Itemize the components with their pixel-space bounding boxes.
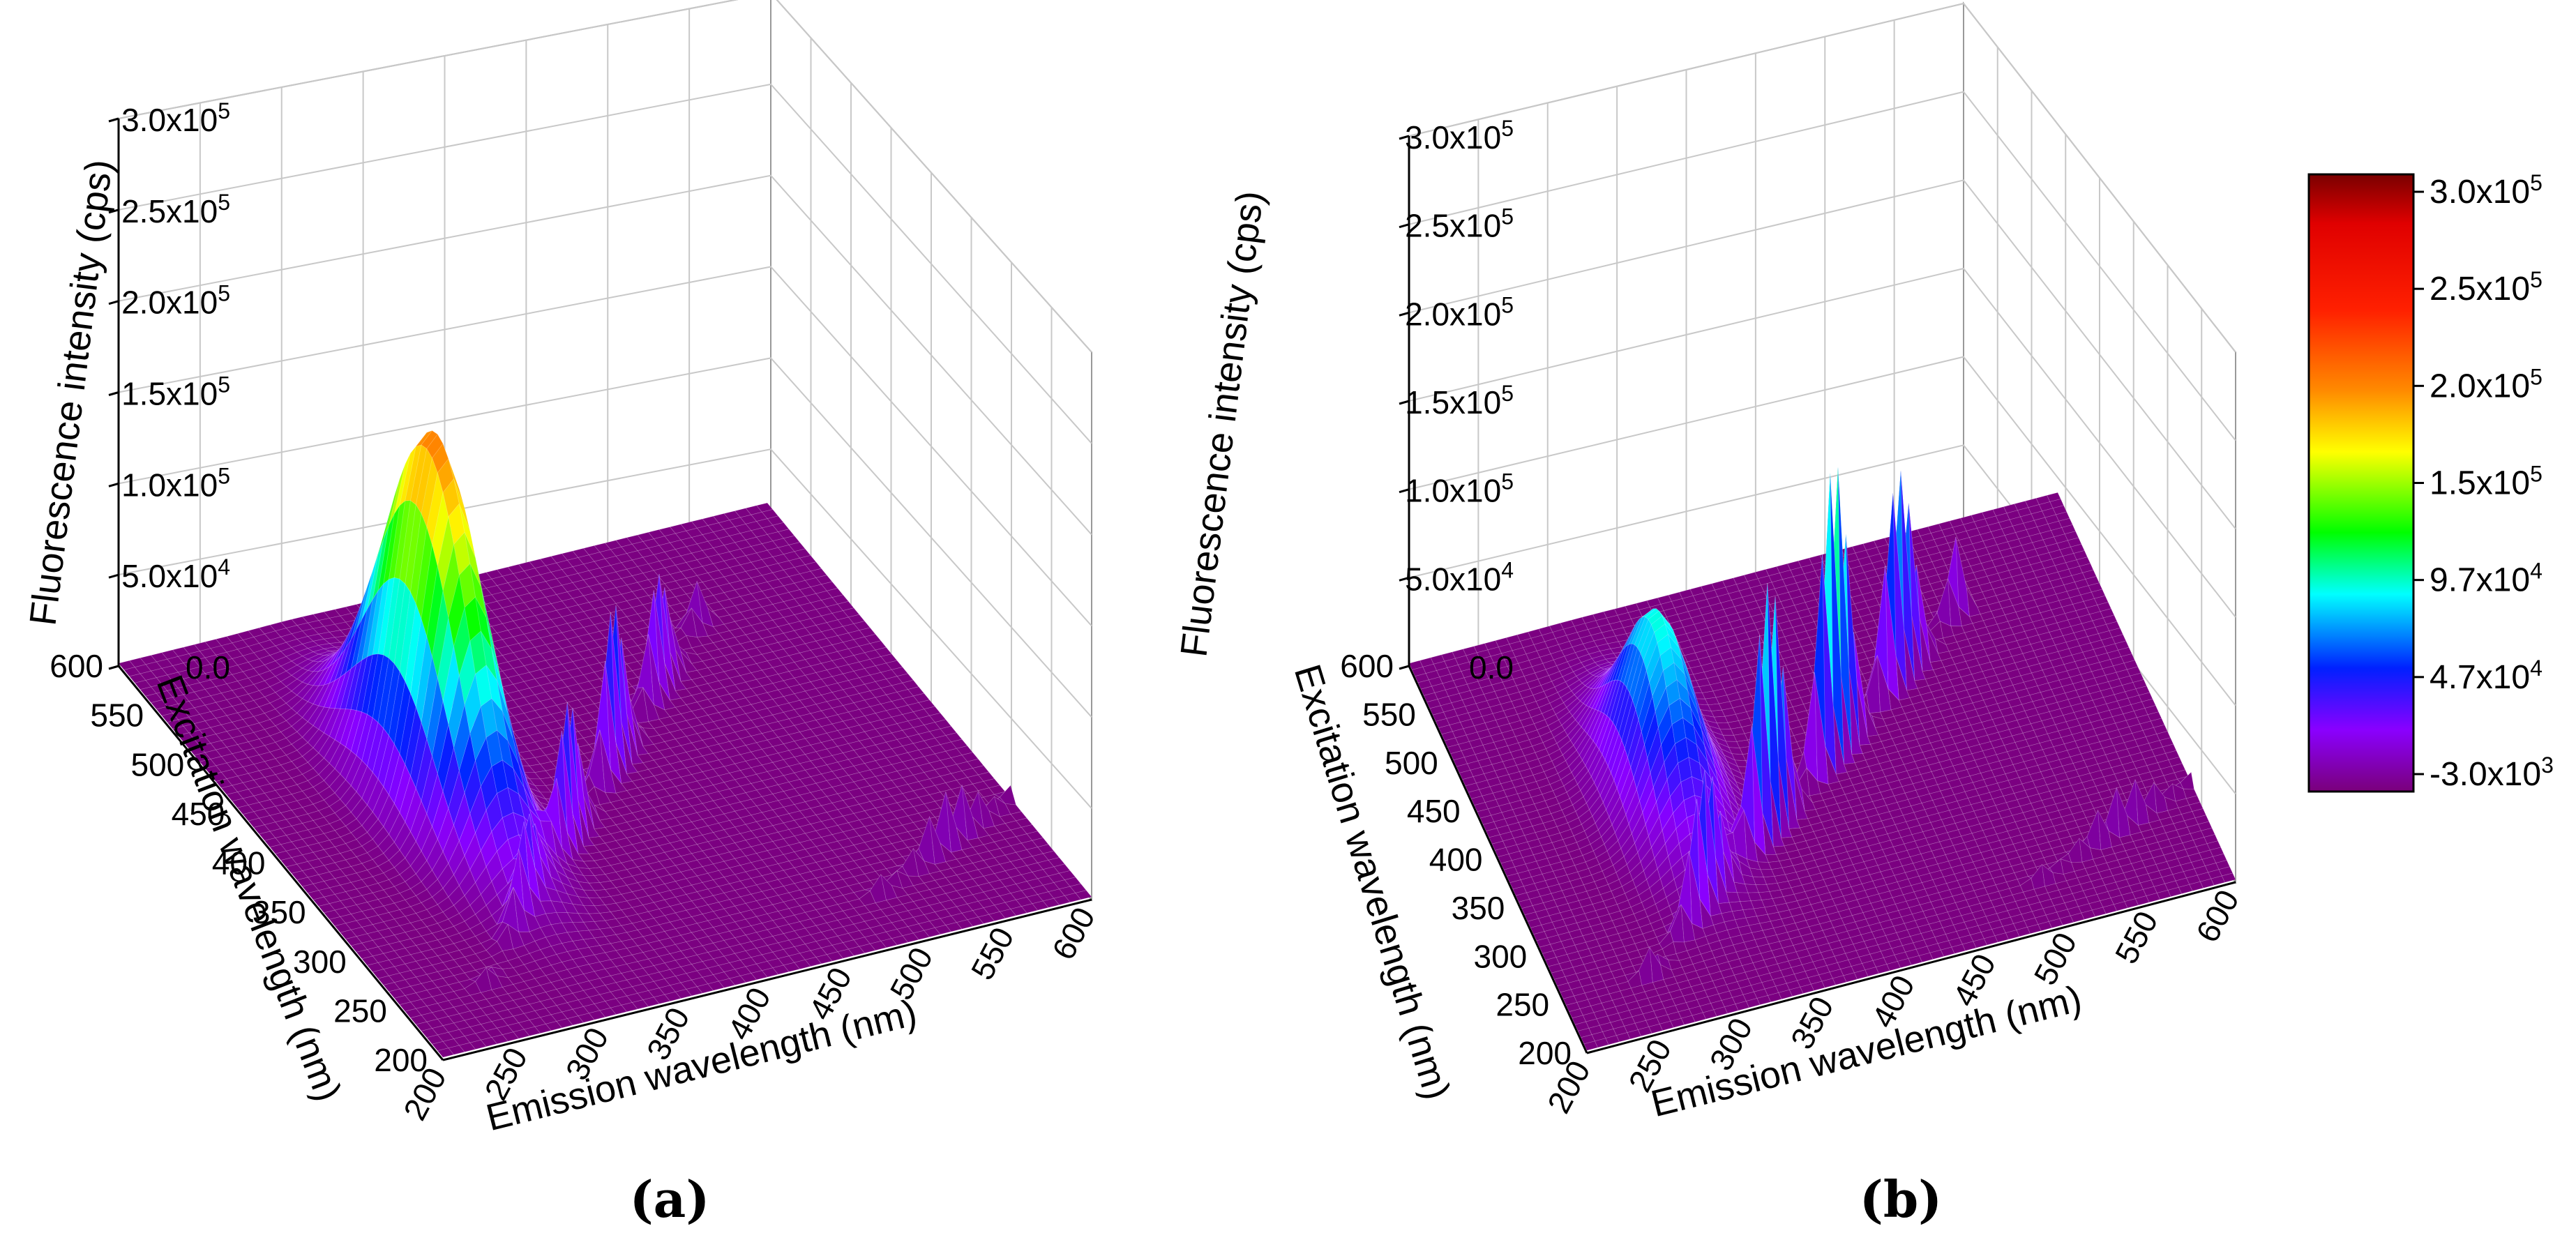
grid-line bbox=[118, 0, 1092, 353]
z-tick-label: 3.0x105 bbox=[121, 98, 230, 138]
surface-cell bbox=[1075, 890, 1092, 900]
surface-cell bbox=[1026, 878, 1044, 888]
z-tick-mark bbox=[108, 117, 119, 123]
z-tick-label: 1.5x105 bbox=[121, 372, 230, 412]
chart-panel-a: 0.0 5.0x104 1.0x105 1.5x105 2.0x105 2.5x105 3.… bbox=[22, 0, 1102, 1229]
surface-cell bbox=[1020, 903, 1039, 914]
surface-cell bbox=[755, 550, 774, 560]
excitation-tick-label: 600 bbox=[50, 648, 103, 684]
grid-line bbox=[118, 174, 1092, 536]
z-tick-mark bbox=[108, 300, 119, 305]
surface-cell bbox=[1053, 895, 1071, 906]
z-axis-title: Fluorescence intensity (cps) bbox=[22, 158, 120, 628]
z-tick-label: 2.5x105 bbox=[121, 190, 230, 229]
z-tick-mark bbox=[108, 573, 119, 579]
surface-cell bbox=[928, 759, 947, 771]
grid-line bbox=[118, 448, 1092, 809]
z-tick-label: 0.0 bbox=[186, 649, 230, 686]
chart-panel-b: 0.05.0x1041.0x1051.5x1052.0x1052.5x1053.… bbox=[1173, 1, 2246, 1229]
excitation-tick-label: 550 bbox=[90, 697, 144, 734]
surface-cell bbox=[956, 827, 974, 851]
surface-cell bbox=[1010, 906, 1027, 916]
emission-tick-label: 550 bbox=[964, 921, 1021, 985]
excitation-tick-label: 250 bbox=[333, 992, 387, 1029]
surface-cell bbox=[999, 814, 1017, 824]
grid-line bbox=[118, 83, 1092, 444]
grid-line bbox=[118, 357, 1092, 718]
surface-cell bbox=[853, 668, 871, 679]
z-tick-mark bbox=[108, 391, 119, 396]
z-tick-label: 2.0x105 bbox=[121, 281, 230, 321]
z-tick-mark bbox=[108, 482, 119, 487]
grid-line bbox=[118, 266, 1092, 627]
surface-cell bbox=[999, 785, 1017, 805]
surface-mesh bbox=[118, 430, 1092, 1058]
panel-label-a: (a) bbox=[630, 1170, 710, 1229]
emission-tick-label: 600 bbox=[1045, 901, 1102, 965]
z-tick-label: 5.0x104 bbox=[121, 554, 230, 594]
surface-cell bbox=[723, 510, 741, 521]
z-tick-mark bbox=[108, 665, 119, 670]
surface-cell bbox=[896, 720, 914, 731]
surface-cell bbox=[993, 838, 1011, 849]
z-tick-label: 1.0x105 bbox=[121, 463, 230, 503]
surface-cell bbox=[820, 628, 838, 639]
